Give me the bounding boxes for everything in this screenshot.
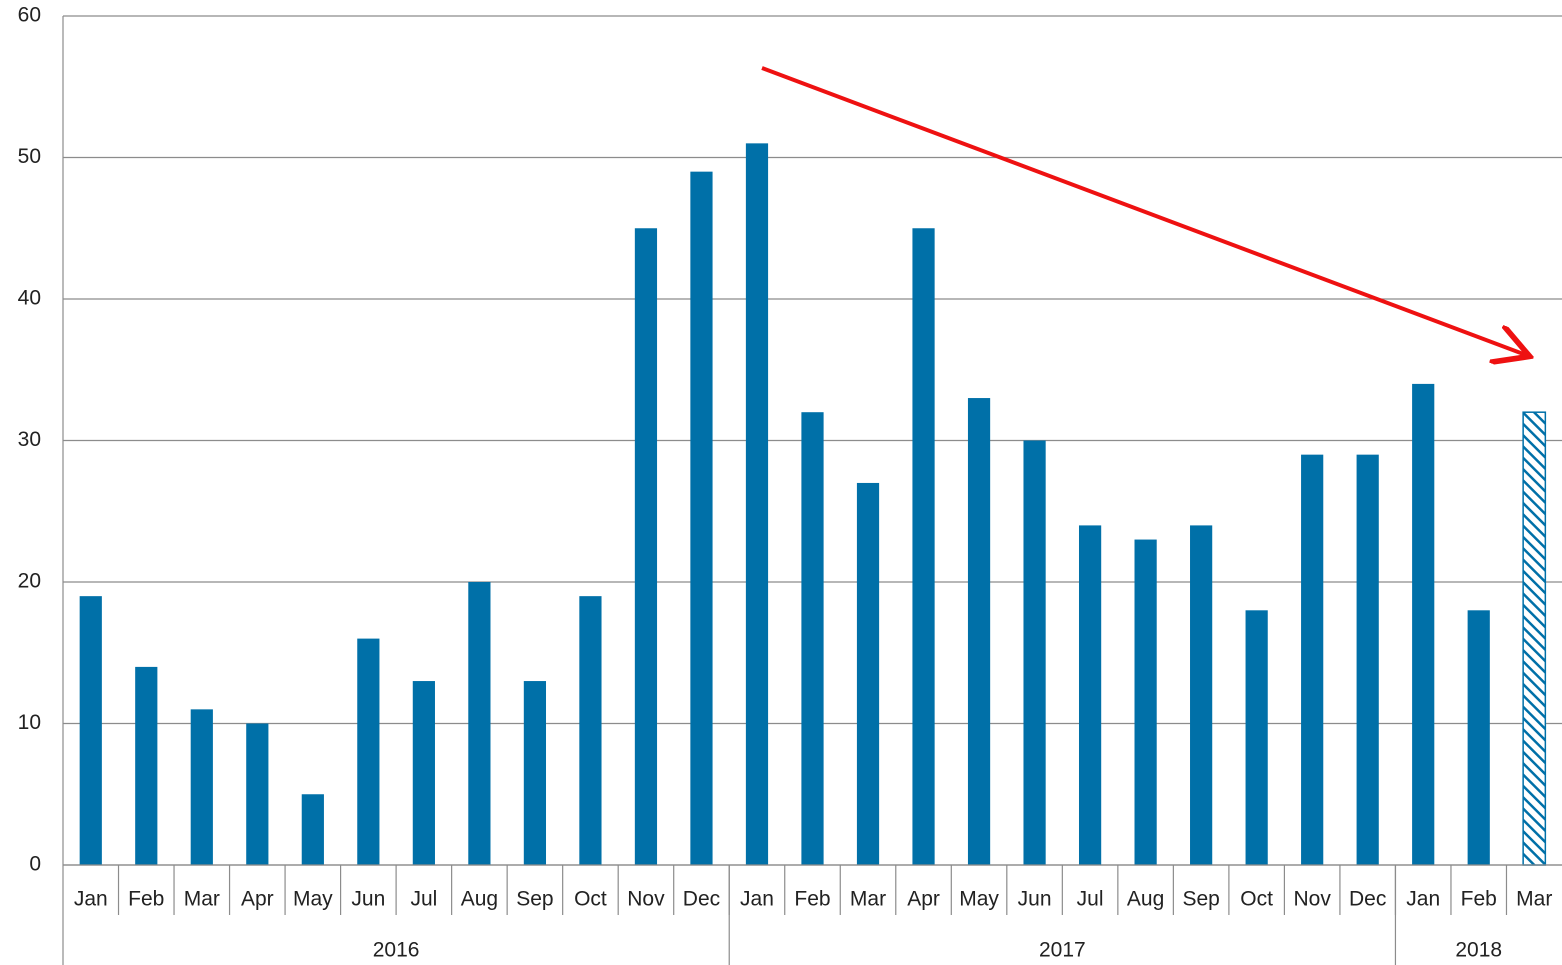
x-tick-label: Nov bbox=[627, 888, 665, 911]
bar bbox=[1134, 539, 1157, 865]
x-tick-label: Apr bbox=[241, 888, 274, 911]
bar bbox=[523, 681, 547, 865]
bar bbox=[856, 482, 880, 865]
x-tick-label: May bbox=[293, 888, 333, 911]
x-tick-label: Jun bbox=[1018, 888, 1052, 911]
x-tick-label: Jul bbox=[1077, 888, 1104, 911]
x-tick-label: Feb bbox=[794, 888, 830, 911]
y-tick-label: 40 bbox=[18, 287, 41, 310]
x-tick-label: Sep bbox=[1182, 888, 1219, 911]
x-tick-label: Oct bbox=[1240, 888, 1273, 911]
bar bbox=[190, 709, 213, 865]
bar bbox=[135, 666, 158, 865]
bar bbox=[1522, 411, 1547, 866]
plot-area: 0 10 20 30 40 50 60 Jan Feb Mar Apr May Jun Jul Aug Sep… bbox=[18, 4, 1562, 965]
x-tick-label: Jun bbox=[351, 888, 385, 911]
bar bbox=[246, 723, 269, 865]
y-tick-label: 10 bbox=[18, 711, 41, 734]
group-label: 2016 bbox=[373, 939, 420, 962]
bar bbox=[1078, 525, 1102, 865]
bar bbox=[412, 681, 435, 865]
x-tick-label: Nov bbox=[1293, 888, 1331, 911]
trend-arrow bbox=[761, 66, 1526, 355]
y-tick-label: 20 bbox=[18, 570, 41, 593]
x-tick-label: Jan bbox=[74, 888, 108, 911]
bar bbox=[579, 596, 602, 865]
bar bbox=[1412, 383, 1435, 865]
bar bbox=[1190, 525, 1213, 865]
y-tick-label: 60 bbox=[18, 4, 41, 27]
x-tick-label: Aug bbox=[461, 888, 498, 911]
y-tick-label: 0 bbox=[29, 853, 41, 876]
group-label: 2017 bbox=[1039, 939, 1086, 962]
x-tick-label: Apr bbox=[907, 888, 940, 911]
x-tick-label: Jul bbox=[410, 888, 437, 911]
x-tick-label: Oct bbox=[574, 888, 607, 911]
x-tick-label: Mar bbox=[1516, 888, 1552, 911]
y-tick-label: 50 bbox=[18, 145, 41, 168]
x-tick-label: Sep bbox=[516, 888, 553, 911]
bar bbox=[79, 596, 102, 865]
bar bbox=[1245, 610, 1268, 865]
bar bbox=[634, 228, 658, 865]
bar bbox=[1023, 440, 1046, 865]
x-tick-label: Jan bbox=[740, 888, 774, 911]
bar bbox=[357, 638, 380, 865]
bar bbox=[468, 582, 491, 865]
x-tick-label: Dec bbox=[683, 888, 720, 911]
x-tick-label: Mar bbox=[850, 888, 886, 911]
bar bbox=[745, 143, 769, 866]
bar bbox=[801, 412, 824, 865]
x-tick-label: Aug bbox=[1127, 888, 1164, 911]
bar bbox=[967, 398, 991, 865]
x-tick-label: Feb bbox=[128, 888, 164, 911]
x-tick-label: Mar bbox=[184, 888, 220, 911]
group-label: 2018 bbox=[1455, 939, 1502, 962]
bar bbox=[690, 171, 713, 865]
bar bbox=[1356, 454, 1379, 865]
x-tick-label: Feb bbox=[1461, 888, 1497, 911]
bar bbox=[301, 794, 324, 865]
x-tick-label: Jan bbox=[1406, 888, 1440, 911]
bar bbox=[1467, 610, 1490, 865]
x-tick-label: Dec bbox=[1349, 888, 1386, 911]
x-tick-label: May bbox=[959, 888, 999, 911]
bar bbox=[1301, 454, 1324, 865]
y-tick-label: 30 bbox=[18, 428, 41, 451]
bar bbox=[912, 228, 935, 865]
